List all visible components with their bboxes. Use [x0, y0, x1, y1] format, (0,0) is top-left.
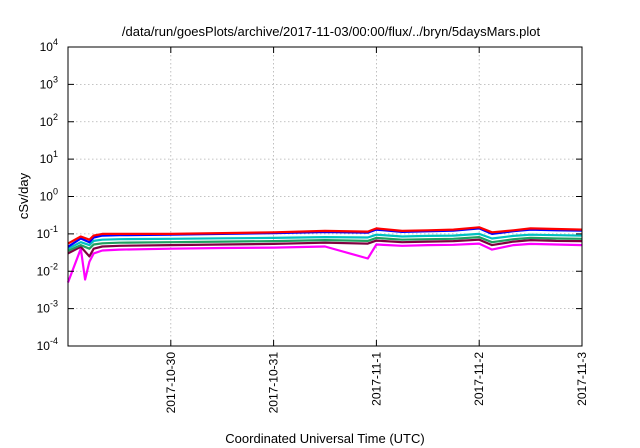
x-axis: 2017-10-30 2017-10-31 2017-11-1 2017-11-2 20… — [164, 47, 589, 413]
y-axis: 10-4 10-3 10-2 10-1 100 101 102 103 104 — [37, 37, 582, 353]
y-tick-label: 102 — [40, 112, 58, 129]
x-tick-label: 2017-11-2 — [472, 352, 486, 406]
y-tick-label: 10-3 — [37, 299, 58, 316]
x-tick-label: 2017-11-3 — [575, 352, 589, 406]
y-tick-label: 100 — [40, 187, 58, 204]
y-tick-label: 101 — [40, 149, 58, 166]
x-tick-label: 2017-10-30 — [164, 352, 178, 414]
y-tick-label: 104 — [40, 37, 58, 54]
series-line — [67, 226, 583, 245]
series-line — [67, 238, 583, 258]
y-tick-label: 10-4 — [37, 336, 58, 353]
y-axis-label: cSv/day — [16, 172, 31, 219]
y-tick-label: 10-1 — [37, 224, 58, 241]
series-line — [66, 242, 583, 283]
series-line — [67, 236, 583, 252]
y-tick-label: 103 — [40, 74, 58, 91]
series-group — [66, 226, 583, 283]
series-line — [67, 232, 583, 250]
grid-lines — [68, 47, 582, 346]
y-tick-label: 10-2 — [37, 261, 58, 278]
x-tick-label: 2017-11-1 — [369, 352, 383, 406]
chart-title: /data/run/goesPlots/archive/2017-11-03/0… — [122, 24, 541, 39]
x-tick-label: 2017-10-31 — [267, 352, 281, 414]
x-axis-label: Coordinated Universal Time (UTC) — [225, 431, 424, 446]
